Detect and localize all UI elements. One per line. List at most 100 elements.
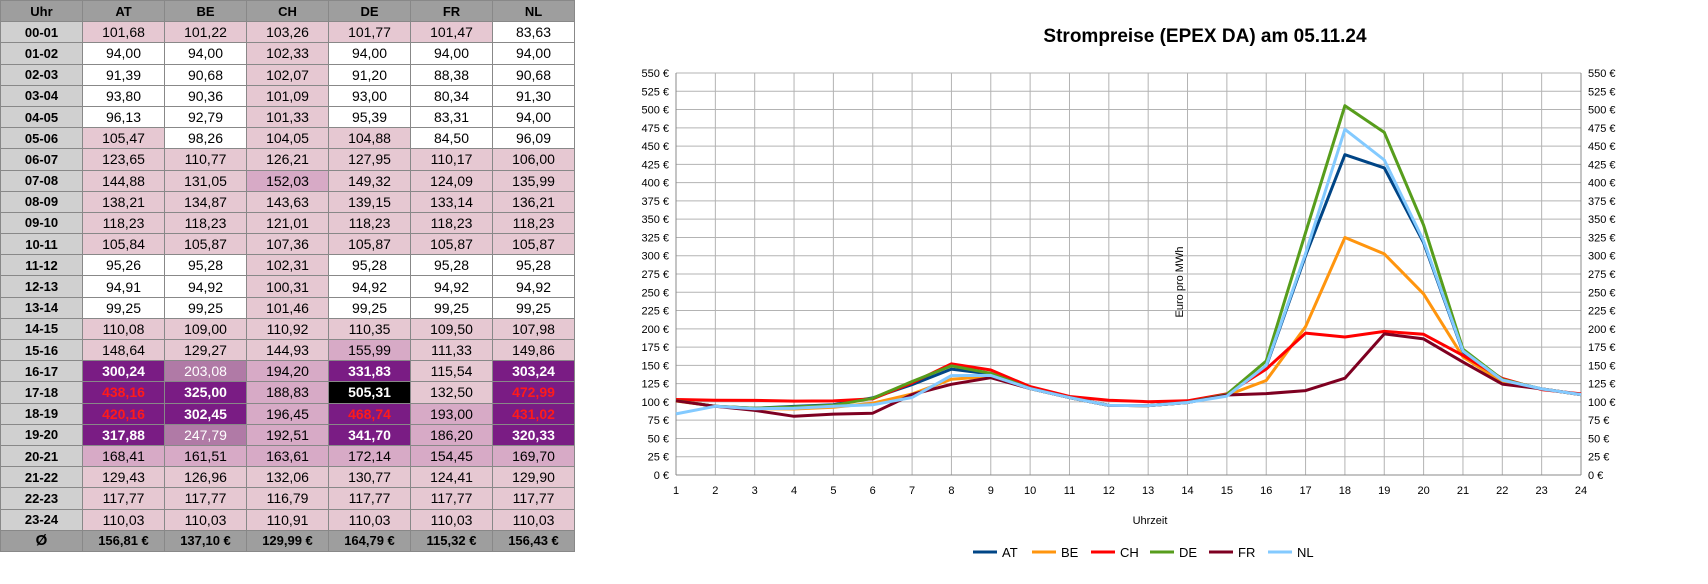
price-cell-nl: 320,33 [492, 423, 575, 446]
table-row: 09-10 118,23 118,23 121,01 118,23 118,23 118,2… [0, 211, 575, 235]
y-tick-label-right: 550 € [1588, 68, 1616, 80]
table-row: 04-05 96,13 92,79 101,33 95,39 83,31 94,00 [0, 105, 575, 129]
price-cell-be: 126,96 [164, 466, 247, 489]
hour-cell: 04-05 [0, 105, 83, 129]
x-tick-label: 2 [712, 485, 718, 497]
average-cell-de: 164,79 € [328, 529, 411, 552]
price-cell-be: 118,23 [164, 211, 247, 235]
price-cell-fr: 94,00 [410, 42, 493, 65]
price-cell-ch: 104,05 [246, 127, 329, 150]
table-row: 11-12 95,26 95,28 102,31 95,28 95,28 95,28 [0, 254, 575, 277]
y-tick-label-right: 450 € [1588, 141, 1616, 153]
table-row: 13-14 99,25 99,25 101,46 99,25 99,25 99,25 [0, 296, 575, 319]
y-tick-label-left: 450 € [641, 141, 669, 153]
price-cell-be: 134,87 [164, 190, 247, 213]
price-cell-nl: 303,24 [492, 360, 575, 383]
table-row: 12-13 94,91 94,92 100,31 94,92 94,92 94,92 [0, 275, 575, 298]
y-tick-label-right: 500 € [1588, 105, 1616, 117]
series-line-de [675, 104, 1582, 410]
price-cell-ch: 163,61 [246, 444, 329, 468]
average-cell-ch: 129,99 € [246, 529, 329, 552]
table-row: 22-23 117,77 117,77 116,79 117,77 117,77 117,7… [0, 487, 575, 510]
price-cell-fr: 118,23 [410, 211, 493, 235]
price-cell-nl: 94,92 [492, 275, 575, 298]
price-cell-at: 300,24 [82, 360, 165, 383]
price-cell-be: 109,00 [164, 317, 247, 341]
price-cell-de: 172,14 [328, 444, 411, 468]
price-cell-fr: 124,09 [410, 169, 493, 192]
y-axis-label: Euro pro MWh [1174, 247, 1186, 318]
price-cell-de: 99,25 [328, 296, 411, 319]
price-cell-ch: 126,21 [246, 148, 329, 171]
price-cell-de: 105,87 [328, 233, 411, 256]
price-cell-de: 155,99 [328, 338, 411, 362]
series-line-nl [675, 127, 1582, 416]
price-cell-fr: 80,34 [410, 84, 493, 107]
hour-cell: 10-11 [0, 233, 83, 256]
price-cell-be: 90,68 [164, 63, 247, 86]
hour-cell: 16-17 [0, 360, 83, 383]
header-de: DE [328, 0, 411, 23]
y-tick-label-left: 225 € [641, 306, 669, 318]
price-cell-at: 94,00 [82, 42, 165, 65]
price-cell-ch: 101,09 [246, 84, 329, 107]
table-row: 06-07 123,65 110,77 126,21 127,95 110,17 106,0… [0, 148, 575, 171]
y-tick-label-left: 25 € [648, 452, 669, 464]
price-cell-nl: 149,86 [492, 338, 575, 362]
price-cell-ch: 103,26 [246, 21, 329, 44]
price-cell-at: 317,88 [82, 423, 165, 446]
table-row: 03-04 93,80 90,36 101,09 93,00 80,34 91,30 [0, 84, 575, 107]
price-cell-ch: 192,51 [246, 423, 329, 446]
y-tick-label-right: 50 € [1588, 433, 1609, 445]
chart-axes: 0 € 0 € 25 € 25 € 50 € 50 € 75 € 75 € 100 € 100 €… [641, 68, 1615, 497]
price-cell-be: 98,26 [164, 127, 247, 150]
price-cell-de: 94,00 [328, 42, 411, 65]
y-tick-label-left: 100 € [641, 397, 669, 409]
chart-grid [675, 72, 1582, 476]
chart-series [675, 104, 1582, 418]
header-at: AT [82, 0, 165, 23]
price-cell-at: 138,21 [82, 190, 165, 213]
x-tick-label: 14 [1181, 485, 1193, 497]
chart-legend: AT BE CH DE FR NL [973, 545, 1314, 560]
price-cell-at: 93,80 [82, 84, 165, 107]
price-cell-de: 93,00 [328, 84, 411, 107]
hour-cell: 22-23 [0, 487, 83, 510]
table-body: 00-01 101,68 101,22 103,26 101,77 101,47 83,63… [0, 21, 575, 552]
header-ch: CH [246, 0, 329, 23]
header-fr: FR [410, 0, 493, 23]
price-cell-at: 420,16 [82, 402, 165, 425]
y-tick-label-left: 275 € [641, 269, 669, 281]
price-cell-ch: 110,91 [246, 508, 329, 531]
price-cell-at: 117,77 [82, 487, 165, 510]
price-cell-ch: 101,33 [246, 105, 329, 129]
hour-cell: 20-21 [0, 444, 83, 468]
price-cell-ch: 188,83 [246, 381, 329, 404]
price-cell-de: 117,77 [328, 487, 411, 510]
price-cell-at: 148,64 [82, 338, 165, 362]
x-tick-label: 15 [1221, 485, 1233, 497]
hour-cell: 14-15 [0, 317, 83, 341]
x-tick-label: 4 [791, 485, 797, 497]
x-tick-label: 21 [1457, 485, 1469, 497]
price-cell-be: 203,08 [164, 360, 247, 383]
price-cell-at: 118,23 [82, 211, 165, 235]
table-row: 00-01 101,68 101,22 103,26 101,77 101,47 83,63 [0, 21, 575, 44]
hour-cell: 07-08 [0, 169, 83, 192]
x-tick-label: 16 [1260, 485, 1272, 497]
header-hour: Uhr [0, 0, 83, 23]
price-cell-fr: 94,92 [410, 275, 493, 298]
price-cell-nl: 94,00 [492, 42, 575, 65]
price-cell-de: 95,39 [328, 105, 411, 129]
table-row: 23-24 110,03 110,03 110,91 110,03 110,03 110,0… [0, 508, 575, 531]
average-symbol: Ø [0, 529, 83, 552]
header-be: BE [164, 0, 247, 23]
table-row: 10-11 105,84 105,87 107,36 105,87 105,87 105,8… [0, 233, 575, 256]
average-cell-at: 156,81 € [82, 529, 165, 552]
price-cell-de: 149,32 [328, 169, 411, 192]
y-tick-label-right: 250 € [1588, 287, 1616, 299]
legend-label-ch: CH [1120, 545, 1139, 560]
price-cell-nl: 107,98 [492, 317, 575, 341]
price-cell-de: 468,74 [328, 402, 411, 425]
price-cell-at: 110,03 [82, 508, 165, 531]
